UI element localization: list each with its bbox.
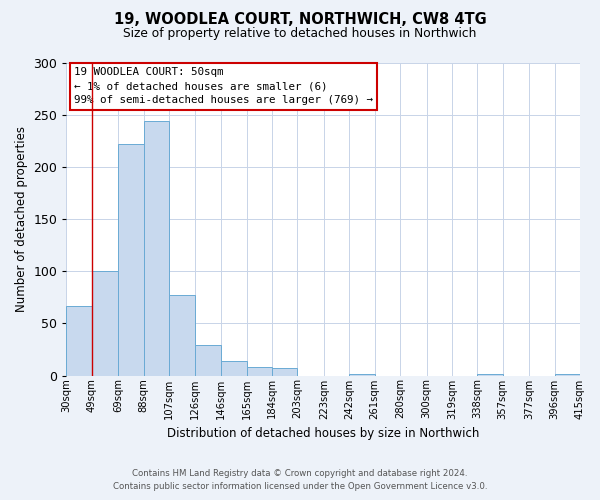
Text: Contains HM Land Registry data © Crown copyright and database right 2024.
Contai: Contains HM Land Registry data © Crown c… xyxy=(113,470,487,491)
X-axis label: Distribution of detached houses by size in Northwich: Distribution of detached houses by size … xyxy=(167,427,479,440)
Bar xyxy=(477,374,503,376)
Bar xyxy=(272,368,297,376)
Bar xyxy=(247,367,272,376)
Text: 19 WOODLEA COURT: 50sqm
← 1% of detached houses are smaller (6)
99% of semi-deta: 19 WOODLEA COURT: 50sqm ← 1% of detached… xyxy=(74,67,373,105)
Text: Size of property relative to detached houses in Northwich: Size of property relative to detached ho… xyxy=(124,28,476,40)
Bar xyxy=(144,121,169,376)
Y-axis label: Number of detached properties: Number of detached properties xyxy=(15,126,28,312)
Text: 19, WOODLEA COURT, NORTHWICH, CW8 4TG: 19, WOODLEA COURT, NORTHWICH, CW8 4TG xyxy=(113,12,487,28)
Bar xyxy=(194,346,221,376)
Bar xyxy=(92,271,118,376)
Bar xyxy=(554,374,580,376)
Bar xyxy=(67,306,92,376)
Bar xyxy=(118,144,144,376)
Bar xyxy=(169,295,194,376)
Bar xyxy=(221,361,247,376)
Bar xyxy=(349,374,374,376)
